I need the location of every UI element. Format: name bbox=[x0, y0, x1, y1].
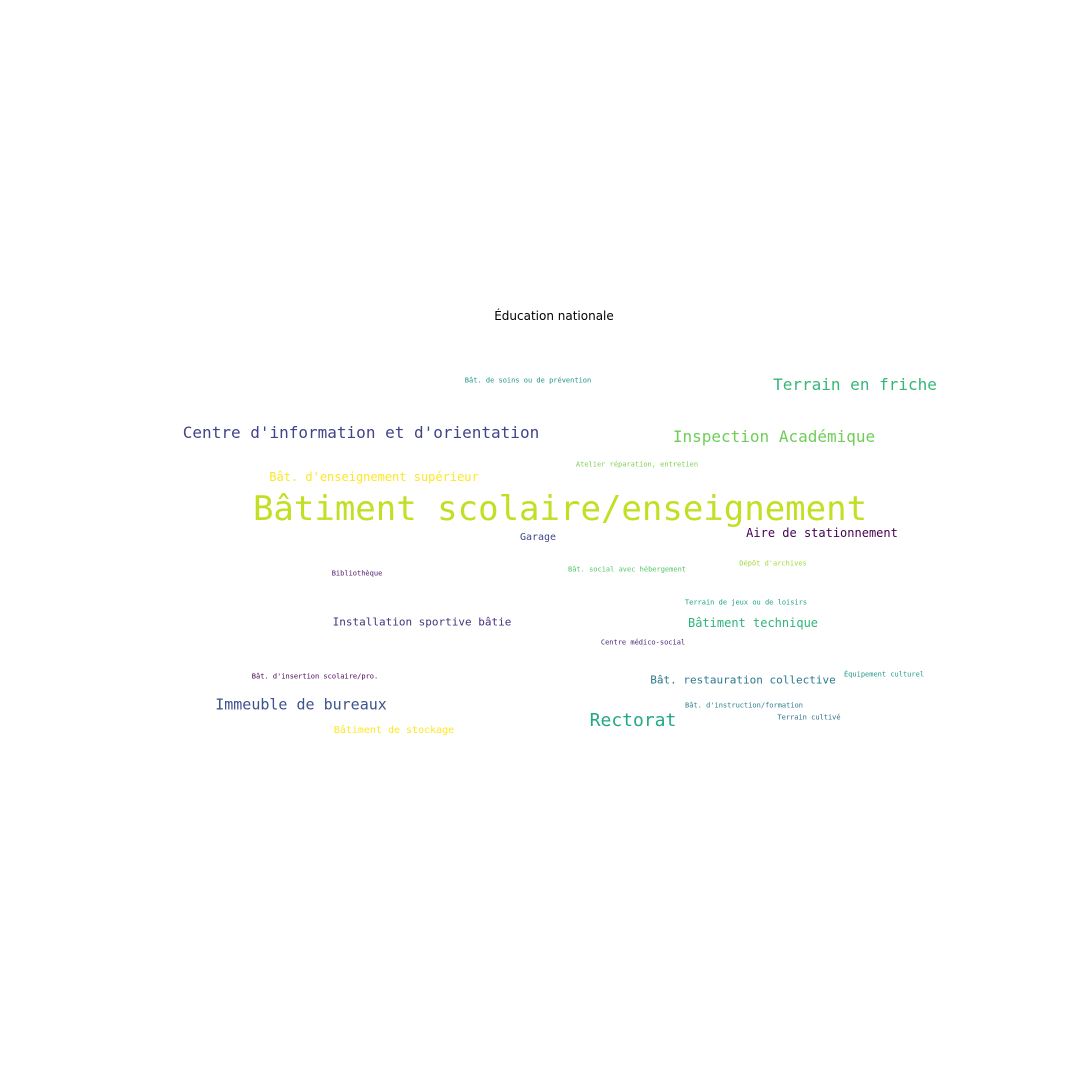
word-13: Bât. de soins ou de prévention bbox=[464, 376, 592, 385]
word-2: Terrain en friche bbox=[773, 375, 937, 394]
word-12: Garage bbox=[519, 532, 557, 543]
word-6: Rectorat bbox=[589, 710, 677, 731]
word-0: Bâtiment scolaire/enseignement bbox=[252, 489, 868, 529]
word-20: Bât. d'insertion scolaire/pro. bbox=[251, 672, 379, 681]
word-21: Équipement culturel bbox=[843, 670, 925, 679]
word-8: Bâtiment technique bbox=[687, 616, 819, 630]
word-9: Installation sportive bâtie bbox=[332, 615, 512, 629]
word-7: Aire de stationnement bbox=[746, 526, 898, 540]
word-4: Bât. d'enseignement supérieur bbox=[269, 470, 479, 484]
word-3: Inspection Académique bbox=[672, 427, 876, 446]
word-14: Atelier réparation, entretien bbox=[575, 460, 699, 469]
word-10: Bât. restauration collective bbox=[650, 673, 836, 687]
word-5: Immeuble de bureaux bbox=[215, 695, 387, 714]
word-1: Centre d'information et d'orientation bbox=[182, 423, 540, 442]
word-18: Terrain de jeux ou de loisirs bbox=[684, 598, 808, 607]
word-16: Dépôt d'archives bbox=[739, 559, 807, 568]
word-11: Bâtiment de stockage bbox=[333, 725, 455, 736]
word-23: Terrain cultivé bbox=[777, 713, 841, 722]
chart-title: Éducation nationale bbox=[494, 309, 614, 323]
word-17: Bibliothèque bbox=[331, 569, 383, 578]
word-15: Bât. social avec hébergement bbox=[567, 565, 687, 574]
word-19: Centre médico-social bbox=[600, 638, 686, 647]
word-22: Bât. d'instruction/formation bbox=[684, 701, 804, 710]
